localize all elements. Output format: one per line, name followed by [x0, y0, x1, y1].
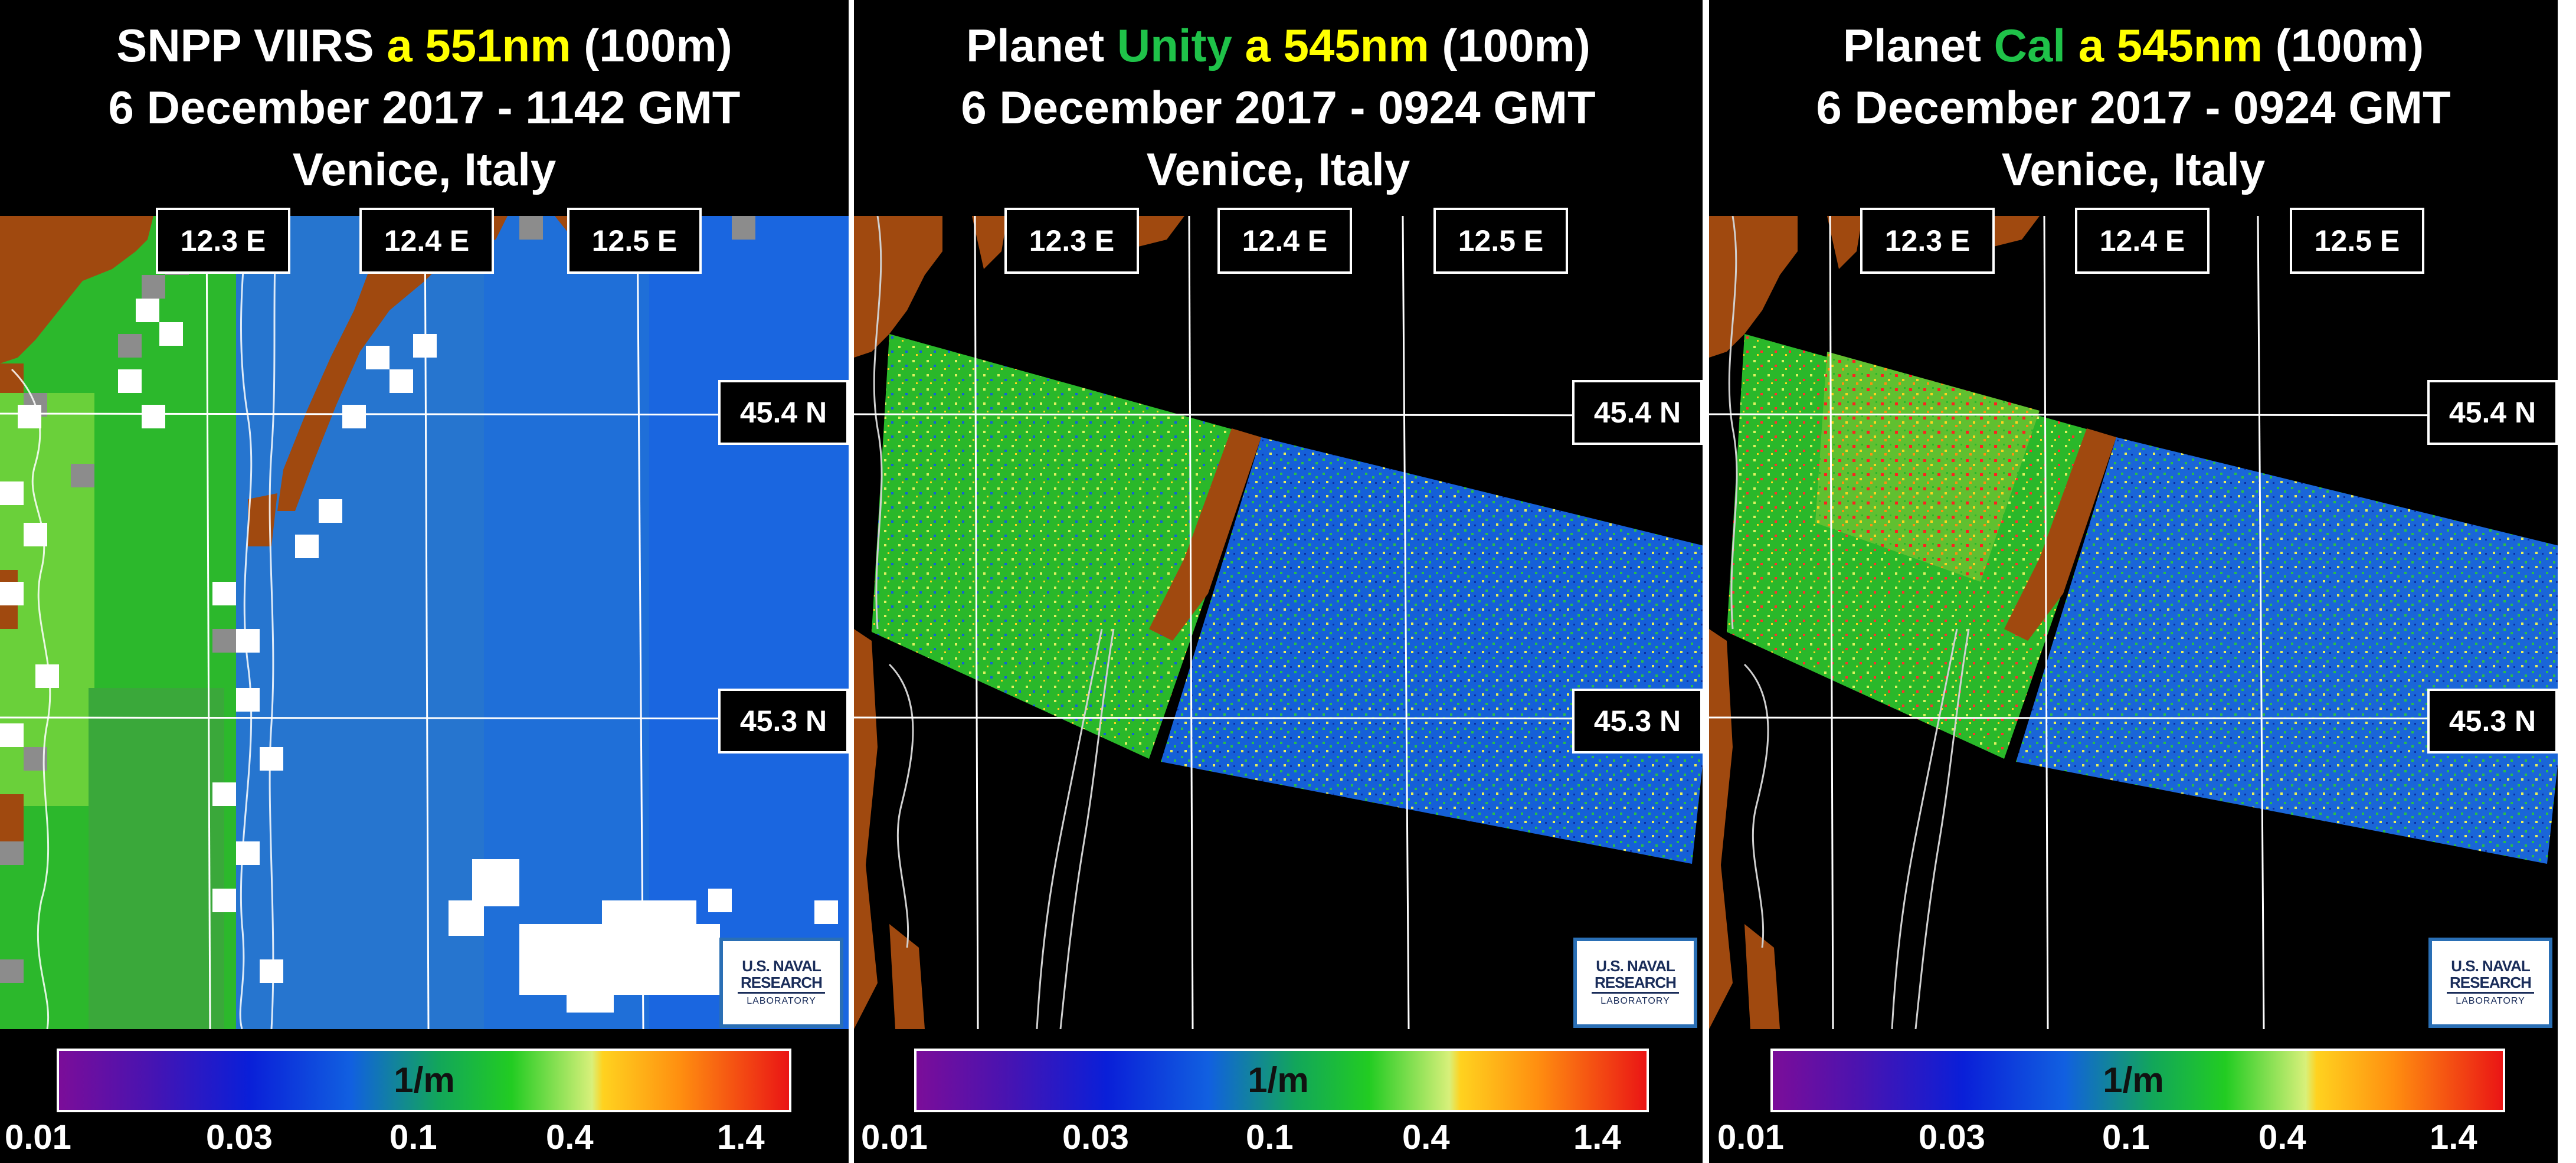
lat-label-45-4: 45.4 N — [2427, 380, 2558, 445]
colorbar-unit: 1/m — [1248, 1060, 1309, 1100]
panel-place: Venice, Italy — [1146, 143, 1410, 195]
colorbar-tick-0-4: 0.4 — [546, 1118, 594, 1157]
lon-label-12-4: 12.4 E — [1217, 208, 1352, 274]
water-shade-east — [649, 216, 849, 1029]
nrl-logo: U.S. NAVAL RESEARCH LABORATORY — [1573, 938, 1697, 1028]
lon-label-12-4: 12.4 E — [359, 208, 494, 274]
lon-label-12-3: 12.3 E — [1004, 208, 1139, 274]
lat-lon-grid — [0, 216, 849, 1029]
coastline-contours — [873, 216, 1115, 1029]
coastline-contours — [1728, 216, 1970, 1029]
colorbar-unit: 1/m — [394, 1060, 455, 1100]
coast-land-west — [854, 629, 878, 1029]
map-planet-cal — [1709, 216, 2558, 1029]
mainland-land — [1709, 216, 1798, 358]
lon-label-12-5: 12.5 E — [1433, 208, 1568, 274]
lagoon-green-dark — [89, 688, 224, 1029]
colorbar — [914, 1049, 1649, 1112]
colorbar-tick-0-1: 0.1 — [1246, 1118, 1294, 1157]
colorbar-tick-0-01: 0.01 — [861, 1118, 928, 1157]
panel-title: SNPP VIIRS a 551nm (100m) — [116, 19, 732, 71]
panel-header: Planet Unity a 545nm (100m) 6 December 2… — [854, 0, 1703, 216]
panel-header: Planet Cal a 545nm (100m) 6 December 201… — [1709, 0, 2558, 216]
lat-label-45-4: 45.4 N — [718, 380, 849, 445]
swath-lagoon-warm — [1815, 352, 2040, 582]
colorbar-tick-0-01: 0.01 — [1717, 1118, 1784, 1157]
panel-date: 6 December 2017 - 1142 GMT — [108, 81, 741, 133]
map-planet-unity — [854, 216, 1703, 1029]
mainland-land — [0, 216, 153, 363]
colorbar-tick-0-4: 0.4 — [1402, 1118, 1450, 1157]
colorbar-tick-0-03: 0.03 — [1919, 1118, 1985, 1157]
swath-sea — [2016, 437, 2558, 864]
panel-planet-cal: Planet Cal a 545nm (100m) 6 December 201… — [1709, 0, 2558, 1163]
lat-label-45-3: 45.3 N — [718, 689, 849, 754]
colorbar-tick-0-4: 0.4 — [2258, 1118, 2306, 1157]
panel-title: Planet Cal a 545nm (100m) — [1842, 19, 2424, 71]
colorbar-tick-0-01: 0.01 — [5, 1118, 71, 1157]
colorbar — [1770, 1049, 2505, 1112]
colorbar-tick-1-4: 1.4 — [717, 1118, 765, 1157]
panel-planet-unity: Planet Unity a 545nm (100m) 6 December 2… — [854, 0, 1703, 1163]
panel-date: 6 December 2017 - 0924 GMT — [961, 81, 1596, 133]
lon-label-12-5: 12.5 E — [567, 208, 702, 274]
panel-title: Planet Unity a 545nm (100m) — [966, 19, 1590, 71]
colorbar-tick-0-03: 0.03 — [206, 1118, 273, 1157]
lido-strip-swath — [1149, 428, 1261, 641]
lon-label-12-4: 12.4 E — [2075, 208, 2210, 274]
lat-label-45-3: 45.3 N — [2427, 689, 2558, 754]
swath-sea — [1161, 437, 1703, 864]
colorbar — [57, 1049, 791, 1112]
lon-label-12-3: 12.3 E — [156, 208, 290, 274]
colorbar-tick-0-03: 0.03 — [1062, 1118, 1129, 1157]
nrl-logo: U.S. NAVAL RESEARCH LABORATORY — [2428, 938, 2552, 1028]
land-south — [889, 924, 925, 1029]
colorbar-tick-0-1: 0.1 — [2102, 1118, 2150, 1157]
colorbar-tick-1-4: 1.4 — [1573, 1118, 1621, 1157]
panel-place: Venice, Italy — [2001, 143, 2266, 195]
lido-land — [277, 216, 449, 511]
lat-lon-grid — [854, 216, 1703, 1029]
lat-label-45-3: 45.3 N — [1572, 689, 1703, 754]
panel-date: 6 December 2017 - 0924 GMT — [1816, 81, 2451, 133]
nrl-logo: U.S. NAVAL RESEARCH LABORATORY — [719, 938, 843, 1028]
panel-place: Venice, Italy — [292, 143, 557, 195]
panel-viirs: SNPP VIIRS a 551nm (100m) 6 December 201… — [0, 0, 849, 1163]
swath-lagoon — [872, 334, 1261, 759]
coast-land-west — [1709, 629, 1733, 1029]
colorbar-tick-1-4: 1.4 — [2430, 1118, 2477, 1157]
land-south — [1744, 924, 1780, 1029]
lido-strip-swath — [2004, 428, 2116, 641]
coastline-contours — [11, 216, 279, 1029]
mainland-land — [854, 216, 942, 358]
map-viirs — [0, 216, 849, 1029]
lat-label-45-4: 45.4 N — [1572, 380, 1703, 445]
colorbar-unit: 1/m — [2103, 1060, 2164, 1100]
colorbar-tick-0-1: 0.1 — [389, 1118, 437, 1157]
panel-header: SNPP VIIRS a 551nm (100m) 6 December 201… — [0, 0, 849, 216]
lon-label-12-5: 12.5 E — [2290, 208, 2424, 274]
lon-label-12-3: 12.3 E — [1860, 208, 1995, 274]
lat-lon-grid — [1709, 216, 2558, 1029]
